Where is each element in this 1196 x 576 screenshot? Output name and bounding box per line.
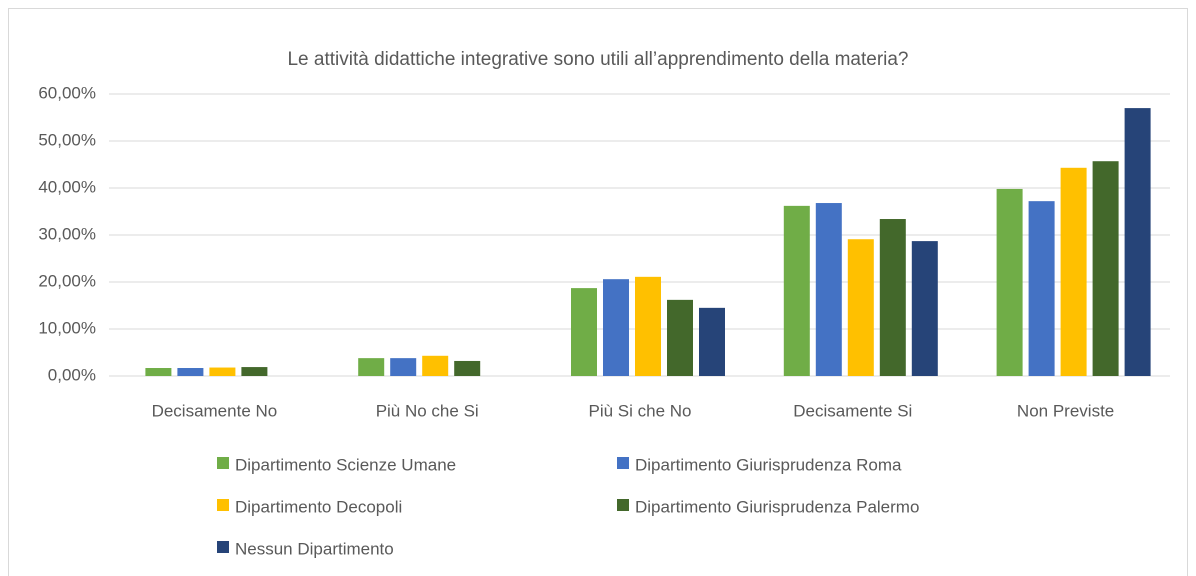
bar — [209, 367, 236, 376]
legend-swatch — [617, 499, 629, 511]
bar — [847, 239, 874, 376]
chart-border — [8, 8, 1188, 576]
bar — [177, 368, 204, 376]
y-tick-label: 10,00% — [38, 318, 96, 337]
bar — [358, 358, 385, 376]
y-tick-label: 50,00% — [38, 130, 96, 149]
x-tick-label: Decisamente No — [152, 401, 278, 420]
bar — [699, 307, 725, 376]
bar — [635, 276, 661, 376]
legend-swatch — [217, 499, 229, 511]
legend-swatch — [217, 541, 229, 553]
bar — [879, 219, 906, 376]
y-tick-label: 20,00% — [38, 271, 96, 290]
legend-label: Nessun Dipartimento — [235, 539, 394, 558]
legend-label: Dipartimento Giurisprudenza Palermo — [635, 497, 919, 516]
legend-label: Dipartimento Decopoli — [235, 497, 402, 516]
bar — [783, 205, 810, 376]
bar — [1092, 161, 1119, 376]
y-tick-label: 0,00% — [48, 365, 96, 384]
y-tick-label: 40,00% — [38, 177, 96, 196]
x-tick-label: Non Previste — [1017, 401, 1114, 420]
bar — [571, 288, 597, 376]
bar — [667, 299, 693, 376]
bar — [422, 355, 449, 376]
legend-swatch — [217, 457, 229, 469]
bar — [815, 203, 842, 376]
bar — [390, 358, 417, 376]
x-tick-label: Più No che Si — [376, 401, 479, 420]
bar — [1060, 167, 1087, 376]
y-tick-label: 60,00% — [38, 83, 96, 102]
x-tick-label: Decisamente Si — [793, 401, 912, 420]
legend-label: Dipartimento Scienze Umane — [235, 455, 456, 474]
x-tick-label: Più Si che No — [589, 401, 692, 420]
bar — [996, 188, 1023, 376]
bar — [1124, 108, 1151, 376]
bar — [1028, 201, 1055, 376]
bar — [911, 241, 938, 376]
bar — [241, 367, 268, 376]
bar — [454, 360, 481, 376]
legend-label: Dipartimento Giurisprudenza Roma — [635, 455, 902, 474]
bar — [603, 279, 629, 376]
chart-title: Le attività didattiche integrative sono … — [287, 49, 908, 70]
bar — [145, 368, 172, 376]
y-tick-label: 30,00% — [38, 224, 96, 243]
legend-swatch — [617, 457, 629, 469]
